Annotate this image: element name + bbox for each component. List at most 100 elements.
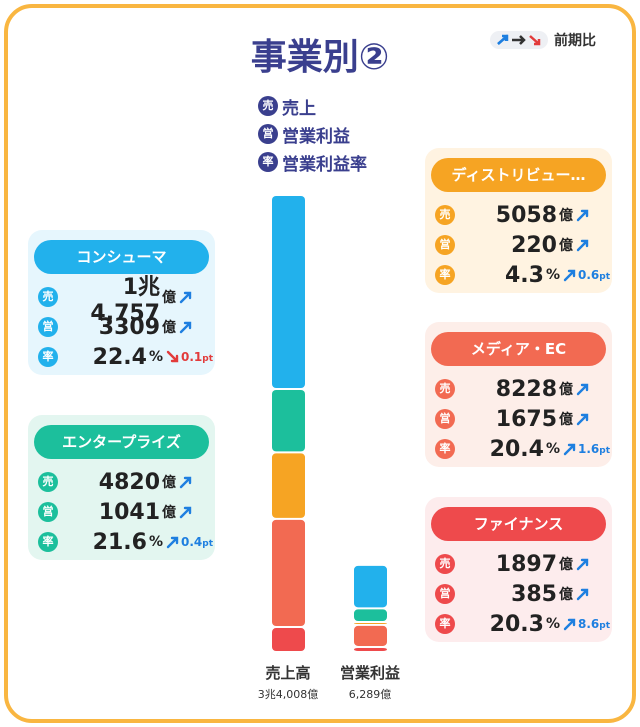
unit: 億 [559,382,573,398]
unit: 億 [162,505,176,521]
compare-label: 前期比 [554,33,596,49]
metric-row: 率 21.6% 0.4pt [38,527,213,557]
metric-badge: 営 [435,235,455,255]
metric-value: 1675 [495,406,557,432]
bar-segment [272,390,305,452]
segment-name: コンシューマ [34,240,209,274]
margin-change-value: 0.1 [180,350,203,364]
bar-segment [354,565,387,608]
metric-row: 営 220 億 [435,230,610,260]
unit: 億 [559,208,573,224]
up-arrow [563,443,576,456]
metric-row: 営 1041 億 [38,497,213,527]
legend-label: 売上 [282,98,316,119]
up-arrow [576,558,589,571]
arrow-path [166,350,179,363]
metric-row: 売 8228 億 [435,374,610,404]
bar-segment [272,519,305,627]
metric-value: 220 [511,232,557,258]
metric-badge: 率 [38,347,58,367]
up-arrow [576,588,589,601]
metric-badge: 率 [38,532,58,552]
segment-name: ディストリビュー… [431,158,606,192]
metric-row: 率 20.4% 1.6pt [435,434,610,464]
unit: 億 [559,557,573,573]
legend-label: 営業利益 [282,126,350,147]
metric-row: 売 1897 億 [435,549,610,579]
arrow-path [179,506,192,519]
unit: 億 [559,587,573,603]
metric-value: 3309 [98,314,160,340]
legend-item: 営営業利益 [258,120,367,148]
metric-value: 20.3 [489,611,544,637]
metric-value: 21.6 [92,529,147,555]
arrow-path [576,588,589,601]
bar-segment [354,625,387,646]
legend-label: 営業利益率 [282,154,367,175]
up-arrow [576,383,589,396]
metric-badge: 営 [38,317,58,337]
arrow-path [166,536,179,549]
metric-row: 売 5058 億 [435,200,610,230]
arrow-path [563,443,576,456]
metric-row: 売 4820 億 [38,467,213,497]
metric-row: 売 1兆4,757 億 [38,275,213,326]
segment-card: ファイナンス売 1897 億営 385 億率 20.3% 8.6pt [425,497,612,642]
margin-change-value: 1.6 [577,442,600,456]
pt-unit: pt [599,446,610,456]
unit: 億 [559,412,573,428]
metric-value: 5058 [495,202,557,228]
metric-badge: 率 [435,614,455,634]
metric-row: 営 1675 億 [435,404,610,434]
bar-segment [272,453,305,518]
arrow-path [179,291,192,304]
bar-total: 3兆4,008億 [258,688,319,701]
arrow-path [576,383,589,396]
legend: 売売上営営業利益率営業利益率 [258,92,367,176]
legend-item: 売売上 [258,92,367,120]
arrow-path [179,476,192,489]
metric-value: 8228 [495,376,557,402]
margin-change-value: 8.6 [577,617,600,631]
unit: % [148,349,163,365]
compare-icon [490,31,548,49]
segment-card: ディストリビュー… 売 5058 億営 220 億率 4.3% 0.6pt [425,148,612,293]
bar-segment [354,609,387,622]
unit: % [545,616,560,632]
up-arrow [179,291,192,304]
metric-badge: 営 [435,584,455,604]
metric-value: 4820 [98,469,160,495]
up-arrow [179,321,192,334]
margin-change: 8.6pt [578,617,610,631]
legend-badge: 営 [258,124,278,144]
up-arrow [166,536,179,549]
margin-change: 0.4pt [181,535,213,549]
unit: 億 [162,475,176,491]
title: 事業別② [250,37,390,78]
arrow-path [576,413,589,426]
metric-row: 率 4.3% 0.6pt [435,260,610,290]
up-arrow [179,506,192,519]
metric-badge: 売 [435,554,455,574]
margin-change-value: 0.4 [180,535,203,549]
margin-change-value: 0.6 [577,268,600,282]
up-arrow [576,413,589,426]
pt-unit: pt [202,354,213,364]
metric-badge: 営 [435,409,455,429]
up-arrow [576,209,589,222]
margin-change: 0.6pt [578,268,610,282]
unit: 億 [162,290,176,306]
metric-badge: 売 [435,205,455,225]
frame [4,4,636,723]
margin-change: 1.6pt [578,442,610,456]
metric-value: 1兆4,757 [90,274,160,326]
bar-segment [272,196,305,389]
segment-name: ファイナンス [431,507,606,541]
legend-badge: 売 [258,96,278,116]
unit: % [545,441,560,457]
unit: % [545,267,560,283]
bar-segment [354,647,387,651]
arrow-path [576,209,589,222]
metric-value: 4.3 [504,262,544,288]
